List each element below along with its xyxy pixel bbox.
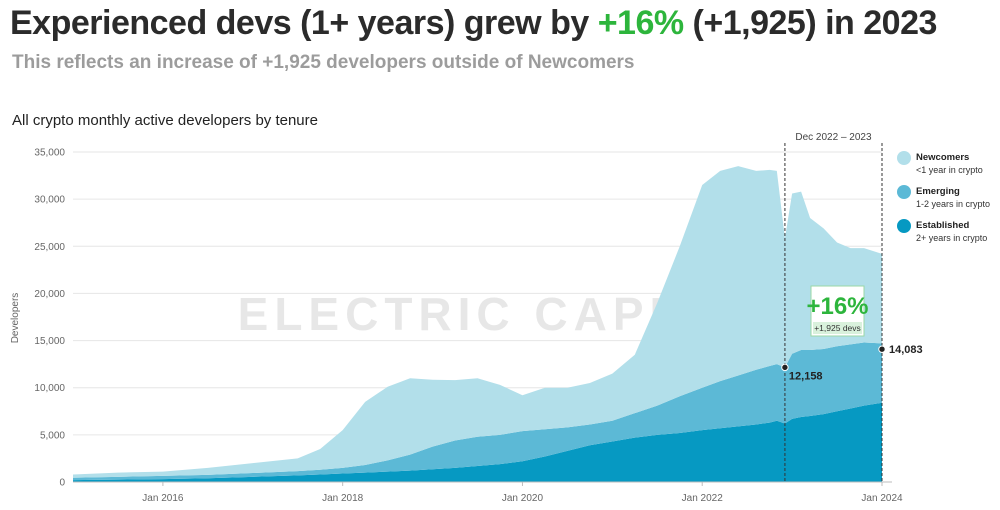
legend-name-established: Established	[916, 220, 970, 231]
annotation-point	[878, 345, 886, 353]
x-tick-label: Jan 2018	[322, 493, 364, 504]
legend-desc-emerging: 1-2 years in crypto	[916, 199, 990, 209]
chart-title: All crypto monthly active developers by …	[12, 112, 318, 129]
headline-percent: +16%	[597, 4, 684, 42]
y-tick-label: 30,000	[34, 195, 65, 206]
legend-swatch-established	[897, 219, 911, 233]
callout-subtext: +1,925 devs	[814, 323, 861, 333]
subhead: This reflects an increase of +1,925 deve…	[12, 52, 635, 73]
area-emerging	[73, 342, 882, 481]
y-tick-label: 10,000	[34, 383, 65, 394]
annotation-layer: Dec 2022 – 2023 12,158 14,083 +16% +1,925 de…	[781, 132, 923, 482]
x-tick-label: Jan 2020	[502, 493, 544, 504]
axis-layer: 0 5,000 10,000 15,000 20,000 25,000 30,000 35,0…	[34, 148, 903, 505]
legend-name-newcomers: Newcomers	[916, 152, 969, 163]
legend: Newcomers <1 year in crypto Emerging 1-2 ye…	[897, 151, 990, 243]
y-tick-label: 0	[59, 478, 65, 489]
y-tick-label: 20,000	[34, 289, 65, 300]
annotation-label: 12,158	[789, 370, 823, 382]
y-tick-label: 35,000	[34, 148, 65, 159]
legend-name-emerging: Emerging	[916, 186, 960, 197]
callout-percent: +16%	[806, 293, 868, 320]
area-layer	[73, 166, 882, 482]
period-label: Dec 2022 – 2023	[795, 132, 872, 143]
y-tick-label: 15,000	[34, 336, 65, 347]
legend-desc-established: 2+ years in crypto	[916, 233, 987, 243]
area-established	[73, 402, 882, 482]
legend-swatch-emerging	[897, 185, 911, 199]
y-tick-label: 25,000	[34, 242, 65, 253]
headline-suffix: (+1,925) in 2023	[683, 4, 938, 42]
headline: Experienced devs (1+ years) grew by +16%…	[10, 4, 937, 43]
x-tick-label: Jan 2024	[861, 493, 903, 504]
callout-sub-bg	[813, 322, 862, 334]
area-newcomers	[73, 166, 882, 478]
x-tick-label: Jan 2016	[142, 493, 184, 504]
y-tick-label: 5,000	[40, 430, 65, 441]
legend-swatch-newcomers	[897, 151, 911, 165]
x-tick-label: Jan 2022	[682, 493, 724, 504]
annotation-point	[781, 363, 789, 372]
legend-desc-newcomers: <1 year in crypto	[916, 165, 983, 175]
y-axis-label: Developers	[10, 293, 21, 344]
headline-prefix: Experienced devs (1+ years) grew by	[10, 4, 598, 42]
annotation-label: 14,083	[889, 344, 923, 356]
